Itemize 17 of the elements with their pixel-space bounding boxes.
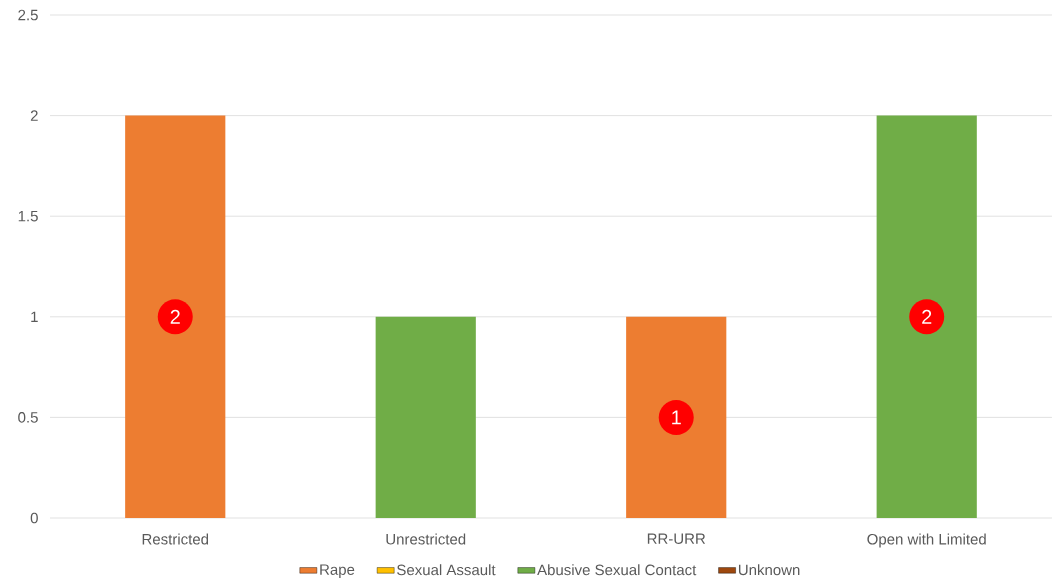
legend-label: Rape [320, 564, 355, 578]
x-tick-label: Open with Limited [867, 533, 986, 548]
y-tick-label: 2.5 [18, 9, 38, 21]
data-label: 2 [170, 309, 180, 324]
legend-label: Abusive Sexual Contact [537, 564, 697, 576]
x-tick-label: Unrestricted [386, 533, 466, 545]
y-tick-label: 0.5 [18, 412, 38, 423]
y-tick-label: 1.5 [18, 210, 38, 222]
y-tick-label: 2 [30, 110, 38, 121]
x-tick-label: Restricted [142, 533, 209, 545]
data-label: 2 [922, 309, 932, 324]
x-tick-label: RR-URR [647, 533, 706, 544]
data-label: 1 [672, 410, 681, 425]
legend-label: Sexual Assault [397, 564, 496, 576]
legend-label: Unknown [738, 564, 800, 576]
y-tick-label: 0 [30, 512, 38, 524]
y-tick-label: 1 [31, 311, 38, 322]
